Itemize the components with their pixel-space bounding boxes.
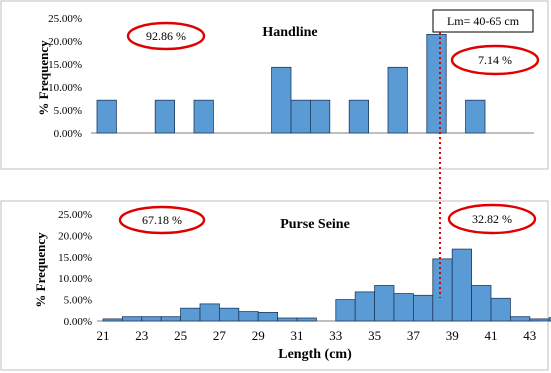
y-tick-label: 5.00% — [54, 105, 82, 117]
purse-seine-left-ellipse — [118, 205, 206, 235]
purse-seine-right-pct: 32.82 % — [472, 212, 512, 226]
y-tick-label: 10.00% — [48, 82, 82, 94]
bar — [238, 311, 259, 322]
handline-left-pct: 92.86 % — [146, 29, 186, 43]
y-tick-label: 25.00% — [58, 209, 92, 221]
x-tick-label: 35 — [368, 328, 381, 343]
y-tick-label: 20.00% — [48, 36, 82, 48]
bar — [160, 316, 181, 322]
y-tick-label: 0.00% — [64, 316, 92, 328]
purse-seine-ylabel: % Frequency — [33, 232, 48, 308]
x-tick-label: 29 — [252, 328, 265, 343]
bar — [465, 99, 486, 134]
lm-box-label: Lm= 40-65 cm — [447, 14, 520, 28]
bar — [154, 99, 175, 134]
lm-box — [432, 9, 534, 33]
bar — [277, 317, 298, 322]
bar — [426, 34, 447, 134]
purse-seine-left-pct: 67.18 % — [142, 213, 182, 227]
bar — [529, 318, 550, 322]
bar — [509, 316, 531, 322]
y-tick-label: 20.00% — [58, 230, 92, 242]
bar — [199, 303, 220, 322]
bar — [451, 248, 473, 322]
purse-seine-y-ticks: 25.00% 20.00% 15.00% 10.00% 5.00% 0.00% — [58, 209, 92, 328]
y-tick-label: 0.00% — [54, 128, 82, 140]
x-tick-label: 41 — [485, 328, 498, 343]
bar — [309, 99, 331, 134]
x-tick-label: 25 — [174, 328, 187, 343]
bar — [257, 311, 279, 322]
purse-seine-x-ticks: 21232527293133353739414345 — [97, 328, 537, 343]
bar — [296, 317, 317, 322]
x-tick-label: 23 — [135, 328, 148, 343]
bar — [180, 307, 201, 322]
bar — [432, 258, 453, 322]
bar — [354, 291, 376, 322]
bar — [122, 316, 143, 322]
handline-right-pct: 7.14 % — [478, 53, 512, 67]
bar — [271, 66, 292, 134]
handline-chart: % Frequency 25.00% 20.00% 15.00% 10.00% 5.00… — [0, 0, 549, 170]
purse-seine-bars — [102, 248, 551, 322]
purse-seine-title: Purse Seine — [280, 217, 350, 232]
x-tick-label: 27 — [213, 328, 227, 343]
x-tick-label: 37 — [407, 328, 421, 343]
bar — [374, 285, 395, 322]
y-tick-label: 5.00% — [64, 295, 92, 307]
y-tick-label: 25.00% — [48, 13, 82, 25]
handline-y-ticks: 25.00% 20.00% 15.00% 10.00% 5.00% 0.00% — [48, 13, 82, 140]
purse-seine-right-ellipse — [447, 203, 537, 235]
handline-bars — [96, 34, 486, 134]
x-tick-label: 39 — [446, 328, 459, 343]
bar — [141, 316, 162, 322]
x-tick-label: 21 — [97, 328, 110, 343]
bar — [548, 317, 551, 322]
handline-left-ellipse — [126, 21, 206, 51]
y-tick-label: 15.00% — [48, 59, 82, 71]
bar — [471, 285, 492, 322]
handline-title: Handline — [262, 25, 317, 40]
bar — [393, 293, 414, 322]
bar — [348, 99, 370, 134]
bar — [412, 294, 434, 322]
handline-ylabel: % Frequency — [36, 40, 51, 116]
handline-right-ellipse — [450, 44, 540, 76]
bar — [193, 99, 214, 134]
bar — [96, 99, 117, 134]
x-tick-label: 31 — [291, 328, 304, 343]
bar — [490, 297, 511, 322]
purse-seine-xlabel: Length (cm) — [278, 347, 352, 362]
bar — [102, 318, 123, 322]
bar — [290, 99, 311, 134]
bar — [218, 307, 240, 322]
bar — [335, 299, 356, 322]
y-tick-label: 10.00% — [58, 273, 92, 285]
bar — [387, 66, 408, 134]
x-tick-label: 33 — [329, 328, 342, 343]
x-tick-label: 43 — [523, 328, 536, 343]
purse-seine-chart: % Frequency 25.00% 20.00% 15.00% 10.00% 5.00… — [0, 200, 551, 371]
y-tick-label: 15.00% — [58, 252, 92, 264]
